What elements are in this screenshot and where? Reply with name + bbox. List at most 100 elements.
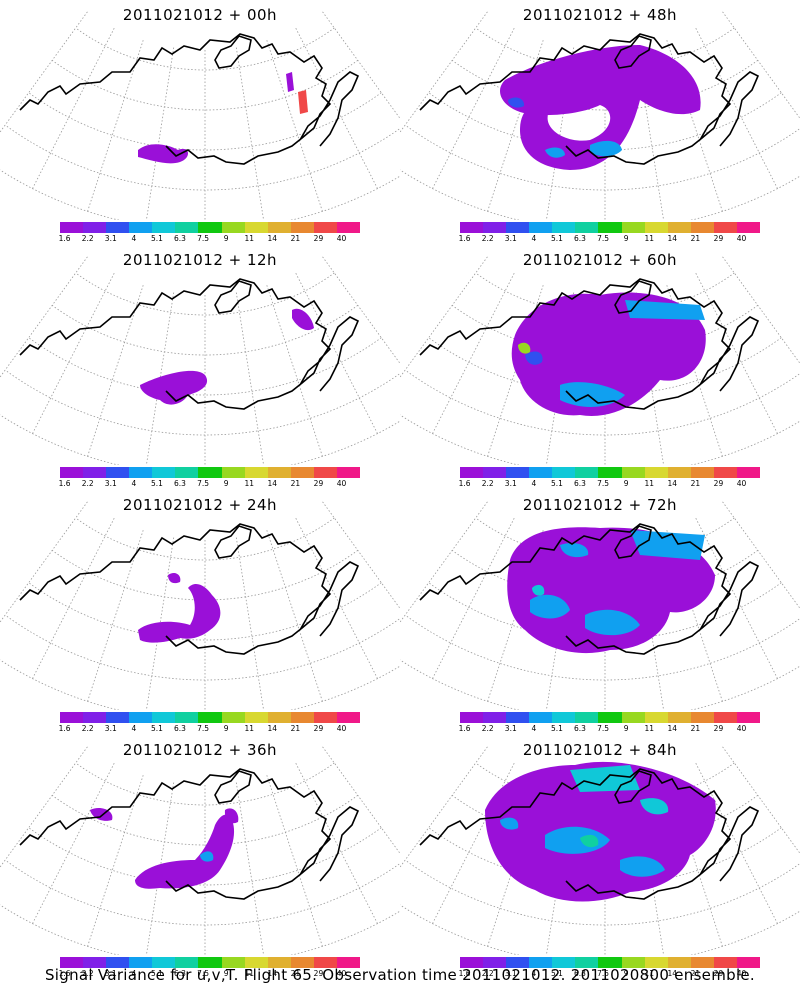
colorbar-swatch — [667, 222, 691, 233]
meridian-line — [695, 28, 778, 189]
colorbar-swatch — [336, 222, 361, 233]
map-graticule — [0, 746, 400, 955]
parallel-line — [75, 762, 335, 806]
parallel-line — [400, 169, 800, 220]
colorbar-swatch — [667, 957, 691, 968]
parallel-line — [475, 27, 735, 71]
map-graticule — [400, 256, 800, 465]
variance-contour — [135, 814, 235, 889]
colorbar-label: 6.3 — [574, 479, 586, 488]
colorbar-swatch — [644, 222, 668, 233]
colorbar-swatch — [529, 957, 553, 968]
parallel-line — [475, 272, 735, 316]
map-plot — [0, 11, 400, 220]
colorbar-label: 3.1 — [104, 724, 117, 733]
colorbar-swatch — [83, 957, 107, 968]
colorbar-label: 1.6 — [58, 234, 71, 243]
colorbar-labels: 1.6 2.2 3.1 4 5.1 6.3 7.5 9 11 14 21 29 40 — [459, 969, 760, 979]
colorbar-swatch — [106, 712, 130, 723]
map-plot — [400, 501, 800, 710]
variance-contour — [180, 372, 196, 382]
colorbar-swatch — [129, 467, 153, 478]
colorbar — [60, 222, 361, 233]
colorbar-label: 9 — [223, 724, 229, 733]
variance-contour — [518, 342, 531, 354]
parallel-line — [428, 92, 782, 151]
colorbar-swatch — [175, 957, 199, 968]
map-panel-p60: 2011021012 + 60h 1.6 2.2 3.1 4 5.1 6.3 7.5 9 11 14… — [400, 245, 800, 490]
meridian-line — [322, 746, 400, 855]
colorbar-swatch — [736, 467, 761, 478]
parallel-line — [475, 762, 735, 806]
colorbar-swatch — [529, 712, 553, 723]
colorbar-swatch — [621, 222, 645, 233]
colorbar-labels: 1.6 2.2 3.1 4 5.1 6.3 7.5 9 11 14 21 29 40 — [59, 969, 360, 979]
colorbar-swatch — [575, 957, 599, 968]
parallel-line — [0, 659, 400, 710]
parallel-line — [51, 795, 359, 846]
colorbar-swatch — [221, 222, 245, 233]
colorbar-label: 5.1 — [550, 234, 563, 243]
colorbar-label: 11 — [244, 234, 254, 243]
colorbar-label: 1.6 — [58, 724, 71, 733]
parallel-line — [0, 414, 400, 465]
meridian-line — [295, 28, 378, 189]
colorbar-swatch — [736, 712, 761, 723]
colorbar-label: 14 — [267, 479, 278, 488]
colorbar-label: 14 — [267, 724, 278, 733]
meridian-line — [235, 537, 265, 710]
colorbar-swatch — [152, 222, 176, 233]
colorbar-swatch — [336, 712, 361, 723]
colorbar-swatch — [460, 467, 484, 478]
colorbar-swatch — [690, 957, 714, 968]
colorbar-swatch — [152, 467, 176, 478]
colorbar-label: 2.2 — [81, 969, 94, 978]
colorbar-label: 14 — [667, 969, 678, 978]
colorbar-labels: 1.6 2.2 3.1 4 5.1 6.3 7.5 9 11 14 21 29 40 — [458, 479, 760, 489]
colorbar-label: 1.6 — [458, 234, 471, 243]
colorbar-swatch — [244, 957, 268, 968]
colorbar-label: 7.5 — [597, 234, 610, 243]
colorbar-swatch — [598, 222, 622, 233]
parallel-line — [28, 827, 382, 886]
colorbar-label: 21 — [290, 724, 301, 733]
parallel-line — [75, 517, 335, 561]
colorbar-label: 11 — [244, 724, 254, 733]
colorbar-swatch — [152, 957, 176, 968]
colorbar-swatch — [667, 467, 691, 478]
colorbar-swatch — [598, 467, 622, 478]
parallel-line — [75, 27, 335, 71]
colorbar-label: 21 — [690, 234, 701, 243]
colorbar-swatch — [552, 222, 576, 233]
coastline — [19, 33, 360, 165]
variance-contour — [560, 543, 589, 558]
map-plot — [400, 256, 800, 465]
colorbar-swatch — [483, 222, 507, 233]
colorbar-label: 1.6 — [458, 479, 471, 488]
colorbar-swatch — [244, 467, 268, 478]
colorbar-label: 9 — [623, 724, 629, 733]
colorbar-swatch — [221, 712, 245, 723]
colorbar-swatch — [198, 222, 222, 233]
colorbar-labels: 1.6 2.2 3.1 4 5.1 6.3 7.5 9 11 14 21 29 40 — [58, 724, 360, 734]
colorbar-label: 4 — [531, 969, 537, 978]
parallel-line — [451, 550, 759, 601]
meridian-line — [722, 11, 800, 120]
variance-contour — [525, 351, 543, 365]
colorbar-swatch — [60, 957, 84, 968]
colorbar-swatch — [552, 957, 576, 968]
colorbar-label: 7.5 — [197, 969, 210, 978]
map-panel-p12: 2011021012 + 12h 1.6 2.2 3.1 4 5.1 6.3 7.5 9 11 14… — [0, 245, 400, 490]
meridian-line — [695, 273, 778, 434]
colorbar-label: 5.1 — [150, 724, 163, 733]
colorbar-swatch — [575, 712, 599, 723]
colorbar-swatch — [336, 467, 361, 478]
colorbar-label: 7.5 — [597, 969, 610, 978]
variance-contour — [507, 527, 715, 654]
parallel-line — [75, 272, 335, 316]
parallel-line — [28, 337, 382, 396]
colorbar-swatch — [313, 467, 337, 478]
colorbar-swatch — [267, 712, 291, 723]
meridian-line — [400, 11, 488, 133]
map-panel-p48: 2011021012 + 48h 1.6 2.2 3.1 4 5.1 6.3 7.5 9 11 14… — [400, 0, 800, 245]
